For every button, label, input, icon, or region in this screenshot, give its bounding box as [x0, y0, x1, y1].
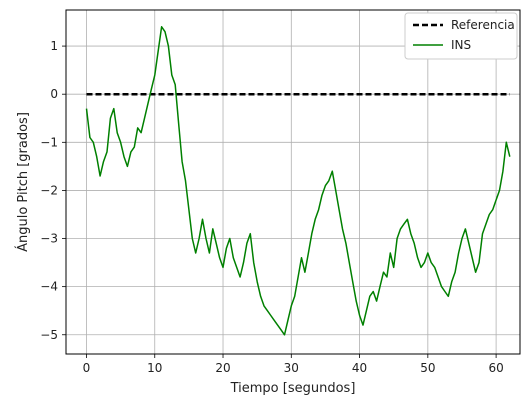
x-tick-label: 50	[420, 361, 435, 375]
x-tick-label: 10	[147, 361, 162, 375]
x-tick-label: 60	[488, 361, 503, 375]
y-tick-label: 1	[50, 39, 58, 53]
y-tick-label: −4	[40, 280, 58, 294]
y-tick-label: 0	[50, 87, 58, 101]
legend-label-ins: INS	[451, 38, 471, 52]
tick-marks	[62, 45, 497, 358]
y-tick-label: −1	[40, 135, 58, 149]
legend: Referencia INS	[404, 12, 518, 60]
y-tick-label: −3	[40, 232, 58, 246]
y-tick-label: −2	[40, 183, 58, 197]
x-tick-label: 20	[215, 361, 230, 375]
plot-frame	[65, 9, 521, 355]
plot-area	[66, 10, 520, 354]
legend-label-referencia: Referencia	[451, 18, 515, 32]
x-tick-label: 30	[284, 361, 299, 375]
y-tick-label: −5	[40, 328, 58, 342]
series-layer	[85, 26, 511, 336]
series-line-ins	[85, 26, 511, 336]
x-tick-label: 40	[352, 361, 367, 375]
y-axis-label: Ángulo Pitch [grados]	[15, 112, 31, 252]
x-tick-label: 0	[83, 361, 91, 375]
x-axis-label: Tiempo [segundos]	[230, 381, 356, 396]
